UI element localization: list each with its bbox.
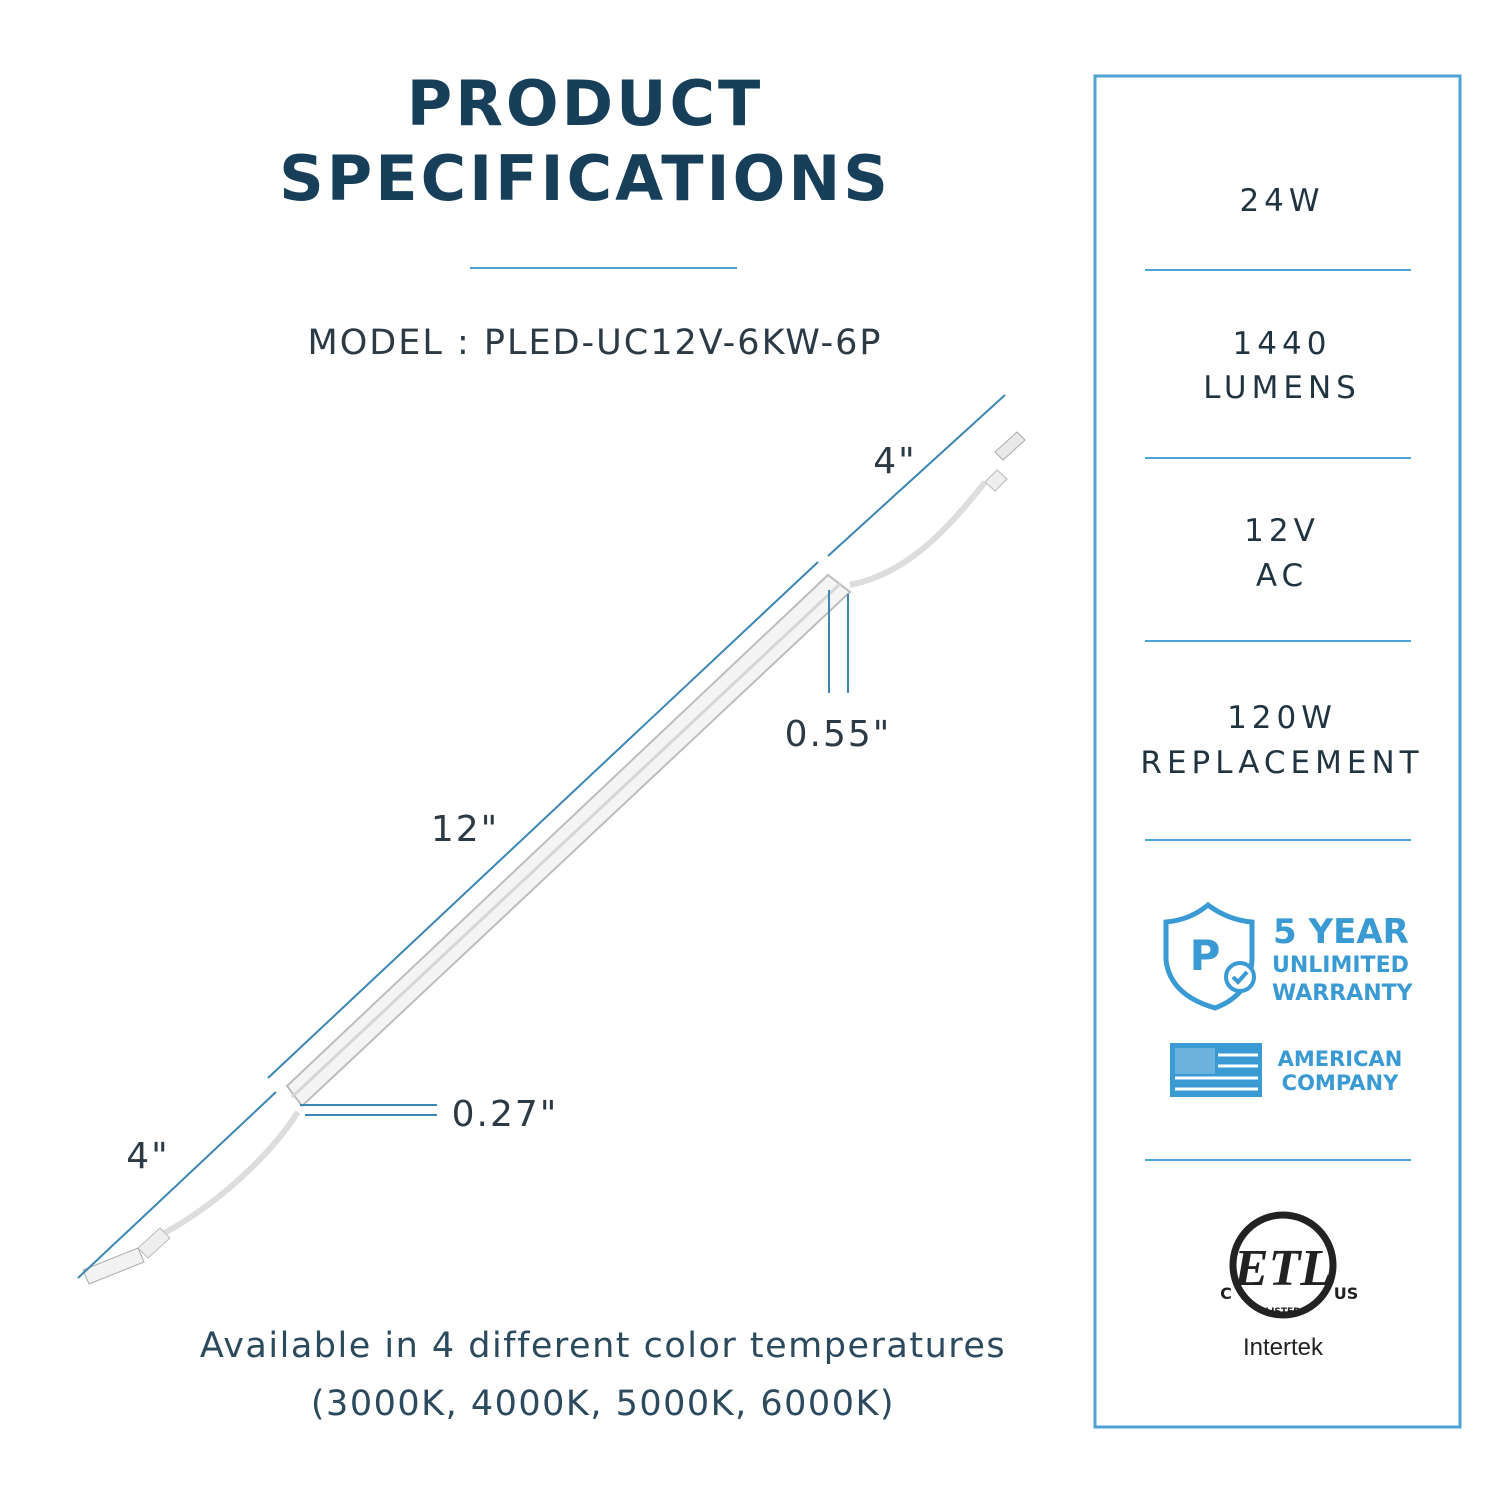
company-text: AMERICAN bbox=[1278, 1047, 1403, 1071]
dimension-label: 4" bbox=[873, 441, 916, 482]
spec-text: LUMENS bbox=[1203, 370, 1361, 406]
connector bbox=[82, 1247, 145, 1285]
dimension-line bbox=[267, 561, 819, 1079]
dimension-label: 12" bbox=[431, 809, 499, 850]
company-text: COMPANY bbox=[1282, 1071, 1399, 1095]
product-drawing bbox=[82, 431, 1026, 1285]
etl-brand: Intertek bbox=[1243, 1334, 1324, 1361]
dimension-label: 4" bbox=[126, 1136, 169, 1177]
dimension-label: 0.27" bbox=[452, 1094, 559, 1135]
dimension-label: 0.55" bbox=[785, 714, 892, 755]
spec-text: AC bbox=[1256, 558, 1308, 594]
flag-canton bbox=[1175, 1048, 1215, 1074]
etl-logo bbox=[1229, 1211, 1337, 1319]
spec-text: 24W bbox=[1239, 183, 1324, 219]
shield-letter: P bbox=[1190, 931, 1221, 980]
etl-text: LISTED bbox=[1265, 1307, 1300, 1317]
bar-edge bbox=[290, 582, 842, 1099]
check-mark bbox=[1231, 970, 1249, 985]
etl-text: C bbox=[1220, 1284, 1232, 1303]
title-line: PRODUCT bbox=[407, 67, 764, 140]
warranty-text: WARRANTY bbox=[1272, 981, 1414, 1006]
warranty-text: 5 YEAR bbox=[1273, 912, 1409, 952]
spec-text: REPLACEMENT bbox=[1140, 745, 1423, 781]
dimension-line bbox=[77, 1091, 277, 1279]
flag-icon bbox=[1170, 1043, 1262, 1097]
dimension-lines bbox=[77, 394, 1006, 1279]
spec-panel bbox=[1093, 74, 1462, 1429]
etl-text: US bbox=[1334, 1284, 1359, 1303]
etl-mark: ETL bbox=[1233, 1240, 1332, 1297]
footer-text: Available in 4 different color temperatu… bbox=[200, 1326, 1006, 1366]
title-line: SPECIFICATIONS bbox=[279, 142, 891, 215]
spec-text: 120W bbox=[1227, 700, 1337, 736]
cord bbox=[153, 1110, 301, 1241]
spec-text: 12V bbox=[1244, 513, 1320, 549]
shield-icon bbox=[1163, 901, 1255, 1011]
connector bbox=[994, 431, 1026, 461]
cord-strain bbox=[984, 469, 1008, 492]
cord-strain bbox=[137, 1227, 171, 1259]
model-number: MODEL : PLED-UC12V-6KW-6P bbox=[308, 323, 883, 363]
footer-text: (3000K, 4000K, 5000K, 6000K) bbox=[311, 1384, 895, 1424]
warranty-text: UNLIMITED bbox=[1272, 953, 1409, 978]
cord bbox=[849, 480, 988, 588]
dimension-line bbox=[827, 394, 1006, 557]
spec-text: 1440 bbox=[1233, 326, 1332, 362]
